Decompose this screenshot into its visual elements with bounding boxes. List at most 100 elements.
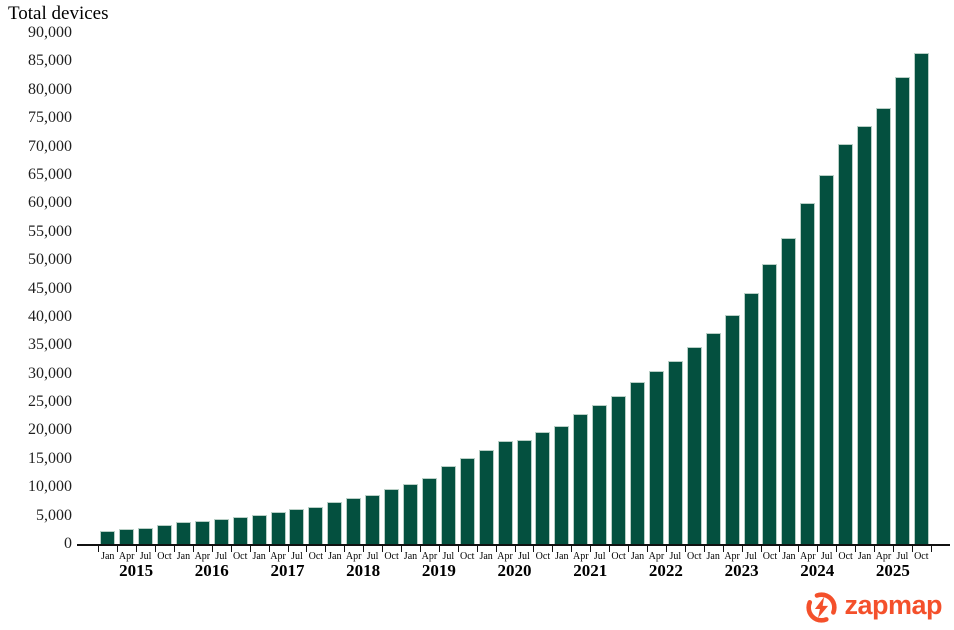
zapmap-logo[interactable]: zapmap: [805, 591, 942, 624]
y-tick-label: 55,000: [28, 222, 72, 240]
x-tick: [911, 545, 913, 552]
month-label: Oct: [762, 551, 778, 562]
bar: [270, 512, 286, 544]
bar: [592, 404, 608, 544]
y-tick-label: 10,000: [28, 478, 72, 496]
bar: [648, 371, 664, 544]
x-tick: [287, 545, 289, 552]
month-label: Jan: [328, 551, 342, 562]
month-label: Apr: [270, 551, 286, 562]
bar: [781, 237, 797, 544]
bar: [384, 488, 400, 544]
x-tick: [268, 545, 270, 552]
bar: [308, 506, 324, 544]
zapmap-lightning-circle-icon: [805, 591, 838, 624]
y-tick-label: 45,000: [28, 279, 72, 297]
month-label: Jul: [518, 551, 530, 562]
month-label: Jan: [706, 551, 720, 562]
bar: [875, 107, 891, 544]
bar: [857, 126, 873, 544]
year-label: 2020: [497, 561, 532, 580]
x-tick: [930, 545, 932, 552]
month-label: Apr: [875, 551, 892, 562]
month-label: Jul: [215, 551, 228, 562]
x-tick: [722, 545, 724, 552]
x-tick: [382, 545, 384, 552]
month-label: Jan: [630, 551, 645, 562]
month-label: Jul: [593, 551, 606, 562]
y-tick-label: 25,000: [28, 393, 72, 411]
month-label: Oct: [687, 551, 702, 562]
bar: [402, 484, 418, 544]
month-label: Apr: [118, 551, 135, 562]
y-tick-label: 0: [64, 535, 72, 552]
year-label: 2015: [119, 561, 154, 580]
x-tick: [779, 545, 781, 552]
y-tick-label: 65,000: [28, 165, 72, 183]
year-label: 2017: [270, 561, 305, 580]
month-label: Oct: [308, 551, 324, 562]
bar: [346, 498, 362, 544]
x-tick: [628, 545, 630, 552]
bar: [630, 381, 646, 544]
month-label: Apr: [421, 551, 438, 562]
bar: [838, 144, 854, 544]
month-label: Apr: [800, 551, 816, 562]
y-tick-label: 30,000: [28, 364, 72, 382]
x-tick: [836, 545, 838, 552]
month-label: Jan: [555, 551, 569, 562]
x-tick: [438, 545, 440, 552]
x-tick: [230, 545, 232, 552]
x-tick: [457, 545, 459, 552]
y-tick-label: 5,000: [36, 506, 72, 524]
bar: [175, 522, 191, 544]
month-label: Jul: [291, 551, 303, 562]
x-tick: [249, 545, 251, 552]
month-label: Jul: [745, 551, 757, 562]
bar: [365, 494, 381, 544]
month-label: Apr: [724, 551, 740, 562]
zapmap-logo-text: zapmap: [844, 590, 942, 620]
month-label: Jan: [403, 551, 418, 562]
month-label: Oct: [459, 551, 475, 562]
bar: [459, 458, 475, 544]
x-tick: [817, 545, 819, 552]
month-label: Jan: [782, 551, 796, 562]
bar: [119, 529, 135, 544]
bar: [327, 501, 343, 544]
y-tick-label: 80,000: [28, 80, 72, 98]
bar: [686, 346, 702, 544]
x-tick: [741, 545, 743, 552]
x-tick: [344, 545, 346, 552]
bar: [421, 477, 437, 544]
year-label: 2016: [194, 561, 229, 580]
year-label: 2025: [875, 561, 910, 580]
month-label: Jan: [252, 551, 266, 562]
y-tick-label: 50,000: [28, 251, 72, 269]
bar: [138, 527, 154, 544]
year-label: 2018: [346, 561, 381, 580]
month-label: Oct: [232, 551, 248, 562]
month-label: Oct: [157, 551, 172, 562]
x-tick: [533, 545, 535, 552]
month-label: Oct: [914, 551, 929, 562]
bar: [213, 519, 229, 544]
chart-title: Total devices: [8, 3, 109, 24]
x-tick: [760, 545, 762, 552]
x-tick: [192, 545, 194, 552]
x-tick: [495, 545, 497, 552]
x-tick: [798, 545, 800, 552]
y-tick-label: 85,000: [28, 52, 72, 70]
bar: [743, 293, 759, 544]
bar: [251, 515, 267, 544]
y-tick-label: 35,000: [28, 336, 72, 354]
bar: [762, 263, 778, 544]
bar: [573, 413, 589, 544]
bar: [705, 332, 721, 544]
y-tick-label: 20,000: [28, 421, 72, 439]
x-tick: [646, 545, 648, 552]
x-tick: [874, 545, 876, 552]
y-tick-label: 90,000: [28, 24, 72, 41]
y-tick-label: 60,000: [28, 194, 72, 212]
